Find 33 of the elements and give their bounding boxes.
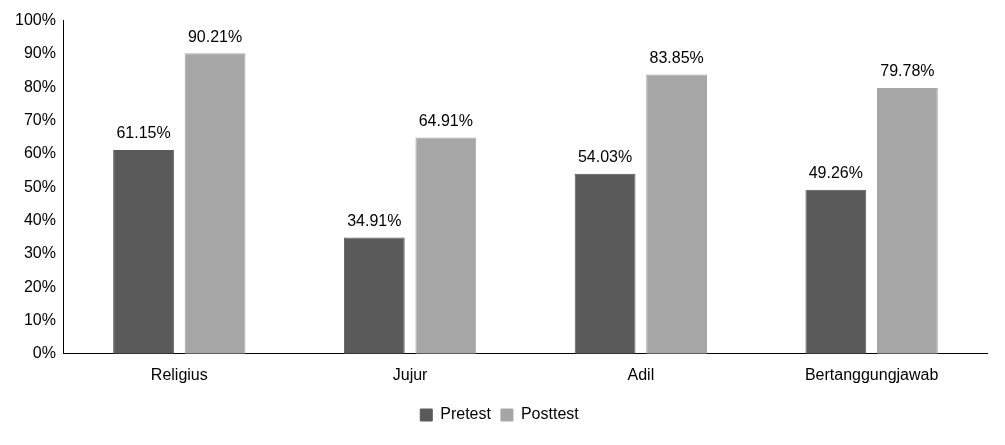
data-label: 83.85%	[649, 48, 704, 66]
data-label: 34.91%	[347, 211, 402, 229]
y-tick-label: 70%	[23, 110, 56, 128]
data-label: 61.15%	[116, 124, 171, 142]
y-tick-label: 90%	[23, 44, 56, 62]
x-tick-label: Religius	[150, 365, 208, 383]
data-label: 64.91%	[418, 111, 473, 129]
bar	[805, 189, 867, 354]
y-tick-label: 100%	[15, 11, 56, 29]
x-tick-label: Adil	[627, 365, 655, 383]
y-tick-label: 20%	[23, 277, 56, 295]
data-label: 49.26%	[808, 164, 863, 182]
x-tick-label: Jujur	[392, 365, 429, 383]
bar	[415, 137, 477, 354]
data-label: 79.78%	[880, 62, 935, 80]
bar	[113, 150, 174, 354]
y-tick-label: 0%	[32, 344, 56, 362]
y-tick-label: 30%	[23, 244, 56, 262]
x-tick-label: Bertanggungjawab	[804, 365, 939, 383]
legend-label: Posttest	[520, 405, 580, 423]
data-label: 90.21%	[187, 27, 243, 45]
bar	[184, 53, 246, 354]
y-tick-label: 10%	[23, 310, 56, 328]
bar	[574, 173, 636, 354]
bar	[646, 74, 708, 354]
bar	[876, 87, 938, 354]
bar	[343, 237, 405, 354]
y-tick-label: 80%	[23, 77, 56, 95]
y-tick-label: 40%	[23, 210, 56, 228]
data-label: 54.03%	[577, 148, 633, 166]
y-tick-label: 60%	[23, 144, 56, 162]
legend-label: Pretest	[440, 405, 492, 423]
y-tick-label: 50%	[23, 177, 56, 195]
